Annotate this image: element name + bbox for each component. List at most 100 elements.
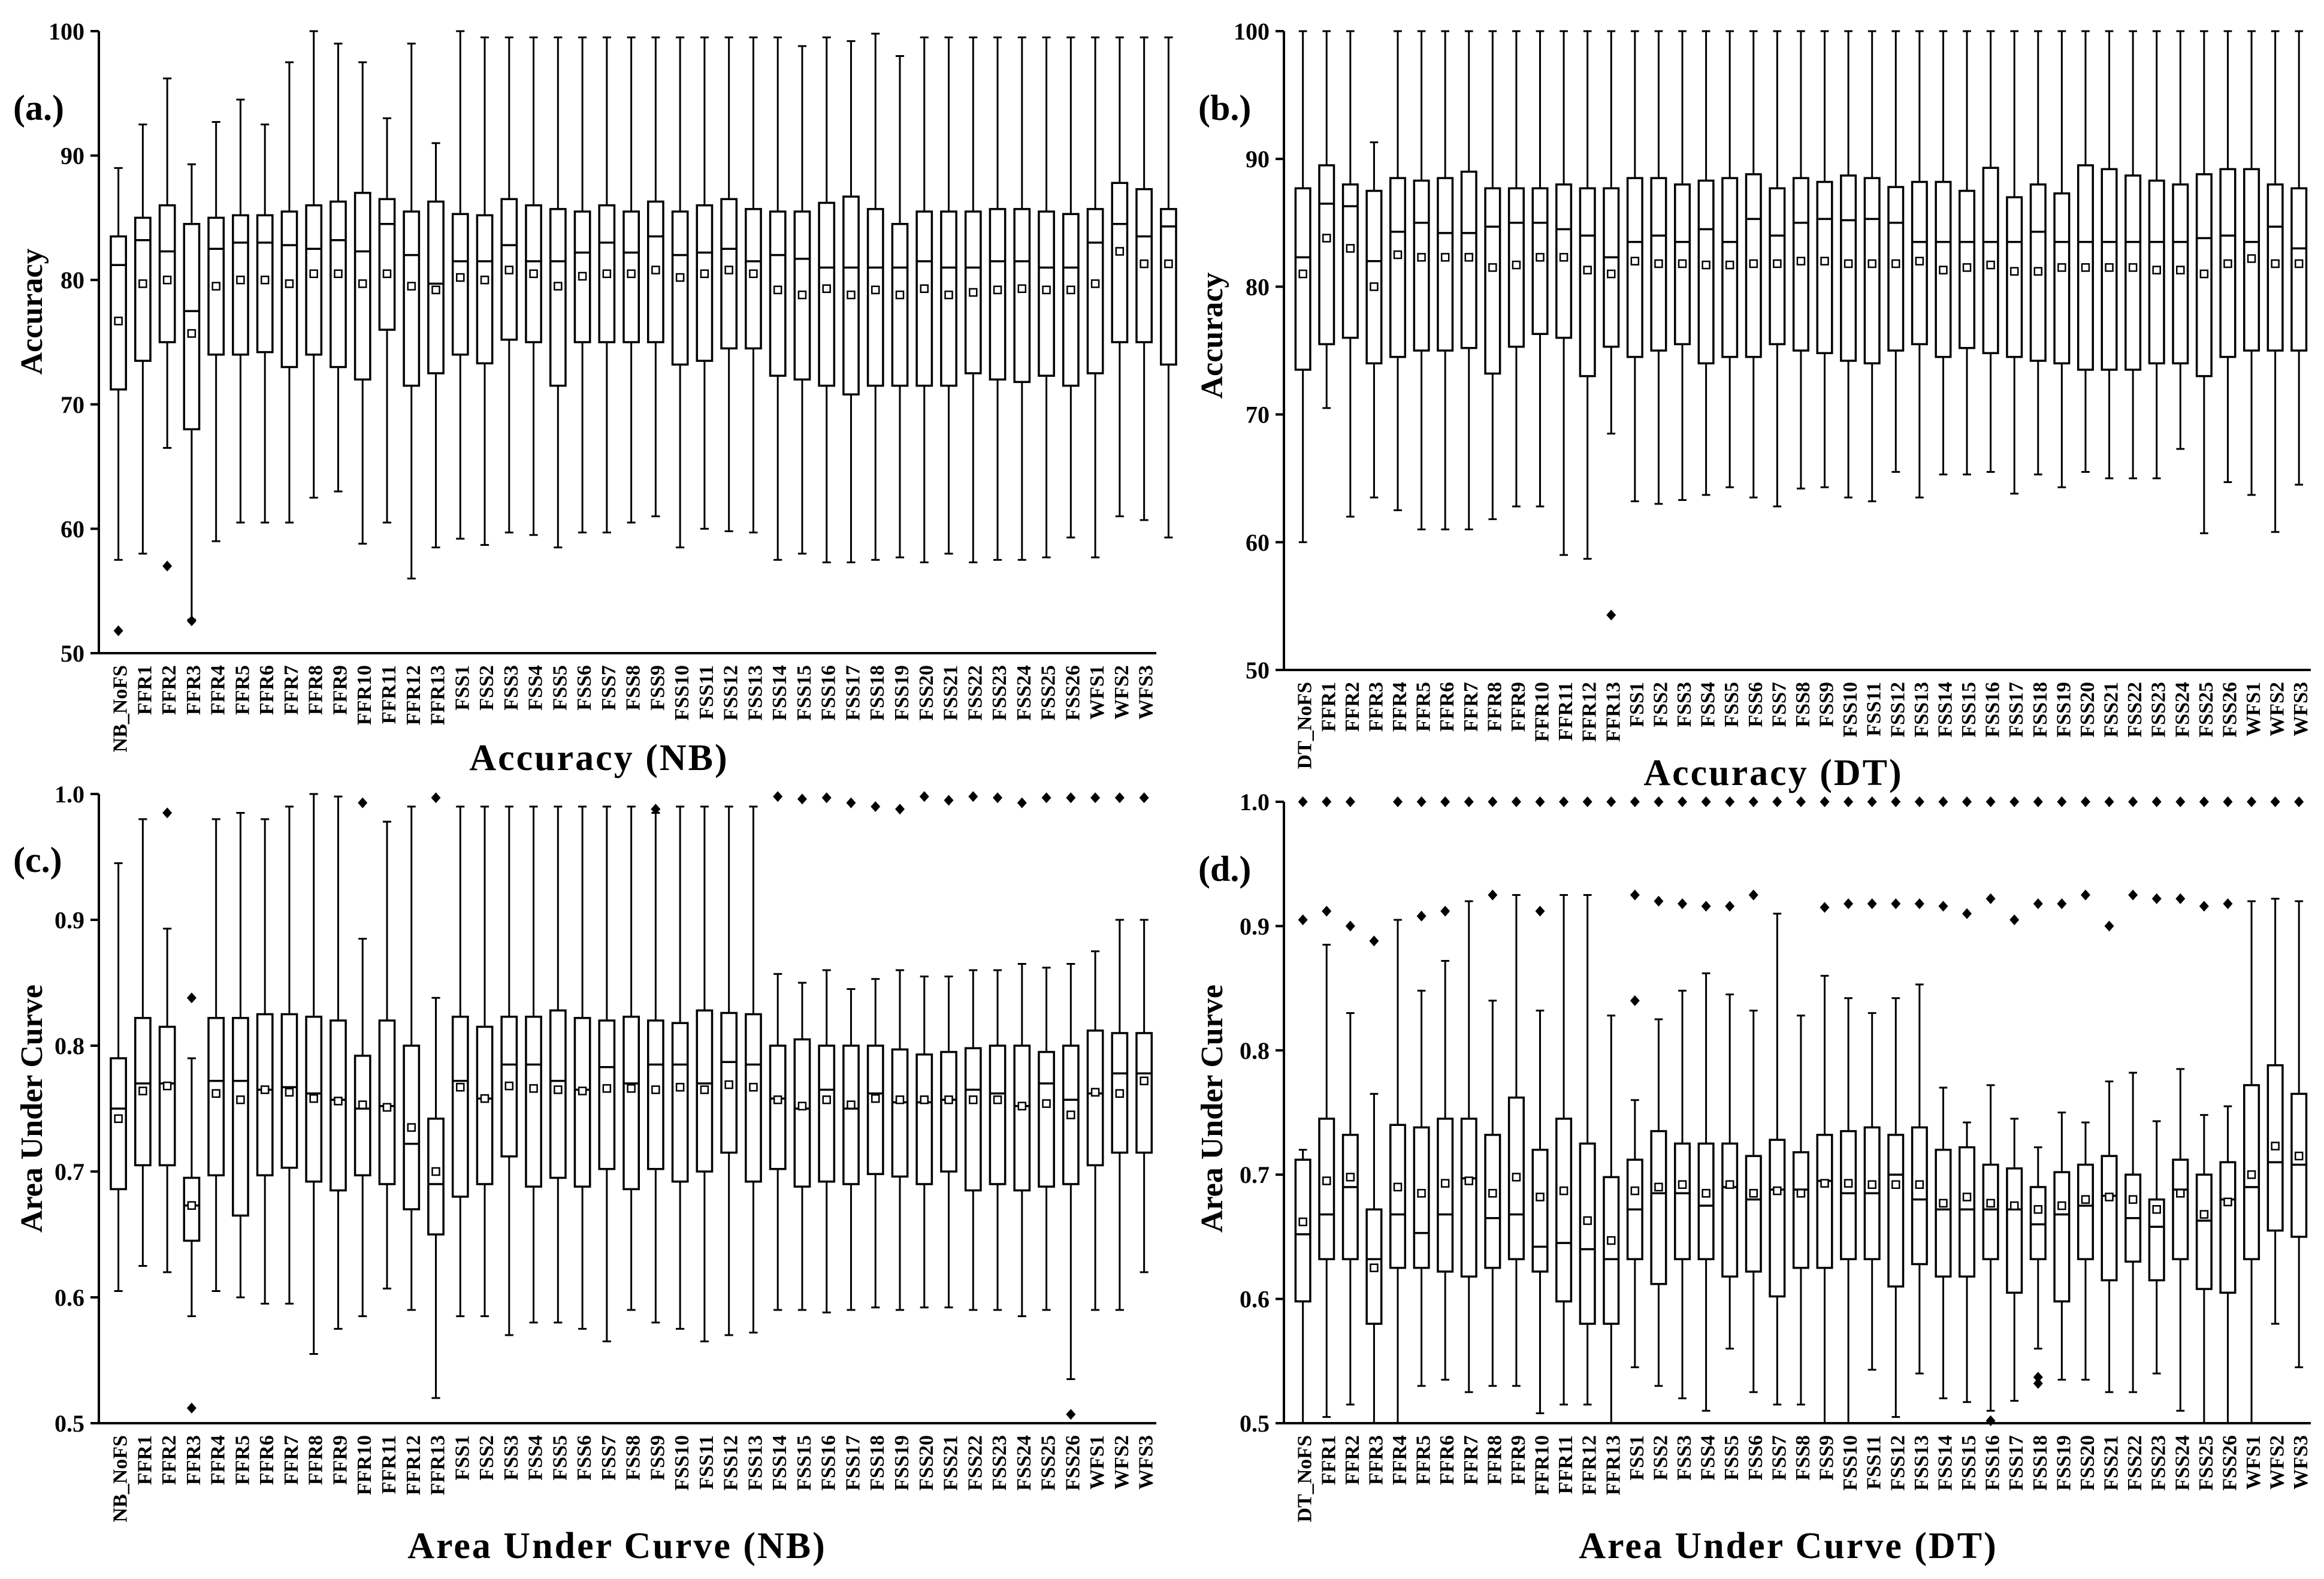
mean-marker (2105, 263, 2114, 272)
box-WFS2 (2266, 898, 2284, 1325)
mean-marker (627, 1084, 636, 1093)
mean-marker (2247, 1170, 2256, 1179)
box-FSS22 (964, 36, 982, 563)
box-iqr (158, 1025, 176, 1167)
box-FFR6 (256, 123, 274, 524)
box-iqr (891, 1048, 909, 1178)
mean-marker (2199, 269, 2209, 279)
x-tick-label: FSS11 (696, 665, 718, 720)
x-tick-label: FSS21 (940, 1435, 962, 1491)
box-iqr (2195, 1173, 2213, 1290)
box-FFR9 (330, 43, 347, 493)
box-FSS26 (2219, 30, 2237, 484)
box-FSS24 (2172, 1068, 2189, 1412)
mean-marker (1939, 265, 1948, 274)
x-tick-label: FSS18 (866, 665, 889, 721)
box-FSS14 (769, 973, 787, 1311)
x-tick-label: FSS25 (2195, 1435, 2217, 1491)
box-FFR7 (1460, 900, 1477, 1393)
x-tick-label: FFR7 (280, 1435, 303, 1485)
chart-panel-4: 0.50.60.70.80.91.0DT_NoFS FFR1 FFR2 FFR3 FFR… (1195, 789, 2312, 1566)
x-tick-label: FSS9 (646, 1435, 669, 1481)
mean-marker (1536, 1192, 1545, 1201)
mean-marker (504, 1081, 514, 1091)
mean-marker (2033, 267, 2043, 276)
box-FSS26 (2219, 1105, 2237, 1424)
box-FSS15 (793, 982, 811, 1311)
box-FSS14 (769, 36, 787, 561)
box-iqr (745, 208, 762, 350)
box-iqr (1341, 183, 1359, 339)
box-FSS4 (1697, 30, 1715, 496)
box-iqr (134, 216, 152, 362)
x-tick-label: FSS3 (500, 1435, 522, 1481)
x-tick-label: FSS22 (2124, 682, 2146, 738)
box-iqr (1792, 1151, 1809, 1269)
mean-marker (2294, 1151, 2304, 1161)
outlier-point (944, 795, 954, 806)
x-tick-label: WFS2 (2266, 682, 2289, 736)
box-FFR9 (330, 795, 347, 1330)
box-iqr (378, 1019, 396, 1185)
outlier-point (1535, 796, 1545, 807)
outlier-point (894, 804, 905, 815)
mean-marker (2152, 265, 2161, 274)
box-iqr (671, 1022, 689, 1183)
x-tick-label: WFS3 (1135, 665, 1158, 720)
mean-marker (651, 265, 660, 274)
box-FSS2 (1650, 1018, 1667, 1387)
box-iqr (1341, 1134, 1359, 1260)
box-FFR11 (1555, 30, 1573, 556)
box-iqr (1437, 177, 1454, 352)
box-FSS17 (842, 988, 860, 1311)
box-FFR5 (232, 98, 249, 524)
x-tick-label: NB_NoFS (110, 665, 132, 752)
box-iqr (1650, 1130, 1667, 1285)
box-iqr (1086, 208, 1104, 375)
outlier-point (1985, 1415, 1996, 1426)
box-iqr (476, 214, 494, 365)
outlier-point (1464, 796, 1474, 807)
outlier-point (2151, 893, 2162, 904)
mean-marker (993, 1095, 1002, 1104)
box-iqr (403, 210, 421, 387)
x-tick-label: FSS12 (1887, 682, 1909, 738)
box-FSS22 (2124, 1071, 2142, 1393)
outlier-point (1938, 796, 1948, 807)
x-tick-label: FSS11 (696, 1435, 718, 1490)
mean-marker (162, 1081, 172, 1091)
x-tick-label: FSS2 (476, 1435, 498, 1481)
box-iqr (256, 1013, 274, 1177)
x-tick-label: FSS16 (818, 1435, 840, 1491)
x-tick-label: FSS9 (646, 665, 669, 711)
box-FFR11 (378, 820, 396, 1290)
box-iqr (1086, 1029, 1104, 1167)
outlier-point (919, 791, 929, 802)
x-tick-label: FFR3 (183, 665, 205, 715)
box-FSS12 (1887, 30, 1905, 473)
y-tick-label: 90 (1246, 146, 1270, 173)
mean-marker (1322, 234, 1331, 243)
box-FSS16 (818, 969, 836, 1314)
mean-marker (822, 1095, 831, 1104)
box-FSS18 (866, 32, 884, 561)
box-FFR10 (353, 61, 371, 545)
mean-marker (1464, 253, 1474, 262)
box-FSS10 (671, 805, 689, 1330)
x-tick-label: FSS15 (793, 665, 815, 721)
box-iqr (427, 1118, 445, 1236)
mean-marker (456, 1083, 465, 1092)
outlier-point (1725, 796, 1735, 807)
x-tick-label: FFR5 (1413, 1435, 1435, 1485)
mean-marker (700, 269, 709, 279)
outlier-point (1962, 796, 1972, 807)
box-FSS7 (598, 36, 616, 534)
mean-marker (1559, 1186, 1569, 1195)
box-iqr (232, 214, 249, 356)
mean-marker (675, 273, 685, 282)
box-iqr (696, 204, 714, 362)
mean-marker (773, 285, 782, 295)
outlier-point (2199, 796, 2209, 807)
mean-marker (1773, 259, 1782, 268)
mean-marker (309, 1094, 318, 1103)
